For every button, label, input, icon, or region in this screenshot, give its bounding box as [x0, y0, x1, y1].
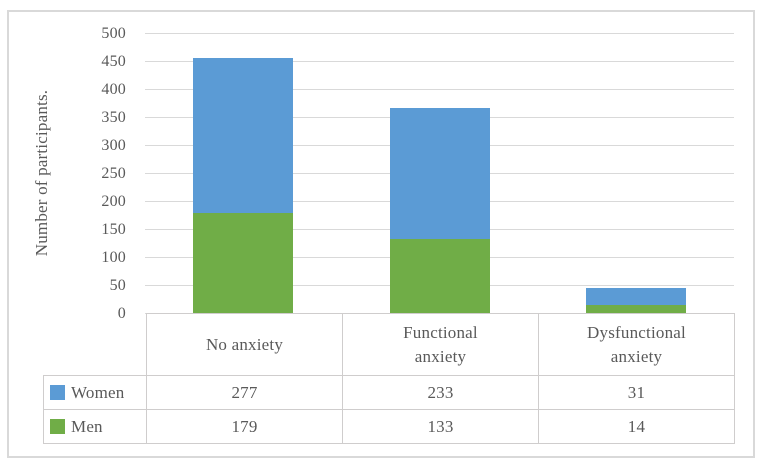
y-tick-label-50: 50 — [109, 276, 126, 294]
table-corner-cell — [44, 314, 147, 376]
value-cell-men-1: 179 — [146, 409, 343, 444]
category-header-cell-2: Functional anxiety — [342, 313, 539, 376]
bar-segment-men-2 — [389, 238, 490, 313]
y-axis-title: Number of participants. — [32, 89, 51, 257]
y-tick-label-100: 100 — [101, 248, 126, 266]
bar-segment-men-3 — [585, 305, 686, 313]
category-header-cell-3: Dysfunctional anxiety — [538, 313, 735, 376]
value-cell-men-3: 14 — [538, 409, 735, 444]
legend-label-women: Women — [71, 382, 125, 402]
bar-segment-women-1 — [193, 57, 294, 213]
men-legend-swatch-icon — [50, 418, 65, 434]
bar-segment-women-2 — [389, 108, 490, 239]
y-tick-label-150: 150 — [101, 220, 126, 238]
y-tick-label-300: 300 — [101, 136, 126, 154]
y-tick-label-0: 0 — [117, 304, 126, 322]
value-cell-men-2: 133 — [342, 409, 539, 444]
y-tick-label-250: 250 — [101, 164, 126, 182]
women-legend-swatch-icon — [50, 384, 65, 400]
chart-data-table: No anxiety Functional anxiety Dysfunctional… — [43, 313, 735, 444]
legend-cell-men: Men — [43, 409, 147, 444]
y-tick-label-350: 350 — [101, 108, 126, 126]
value-cell-women-2: 233 — [342, 375, 539, 410]
chart-outer-frame — [7, 10, 755, 458]
legend-cell-women: Women — [43, 375, 147, 410]
y-tick-label-400: 400 — [101, 80, 126, 98]
y-tick-label-500: 500 — [101, 24, 126, 42]
y-tick-label-200: 200 — [101, 192, 126, 210]
value-cell-women-3: 31 — [538, 375, 735, 410]
gridline-400 — [145, 89, 734, 90]
bar-segment-women-3 — [585, 287, 686, 306]
value-cell-women-1: 277 — [146, 375, 343, 410]
y-tick-label-450: 450 — [101, 52, 126, 70]
legend-label-men: Men — [71, 416, 103, 436]
category-header-cell-1: No anxiety — [146, 313, 343, 376]
gridline-500 — [145, 33, 734, 34]
gridline-450 — [145, 61, 734, 62]
bar-segment-men-1 — [193, 212, 294, 313]
